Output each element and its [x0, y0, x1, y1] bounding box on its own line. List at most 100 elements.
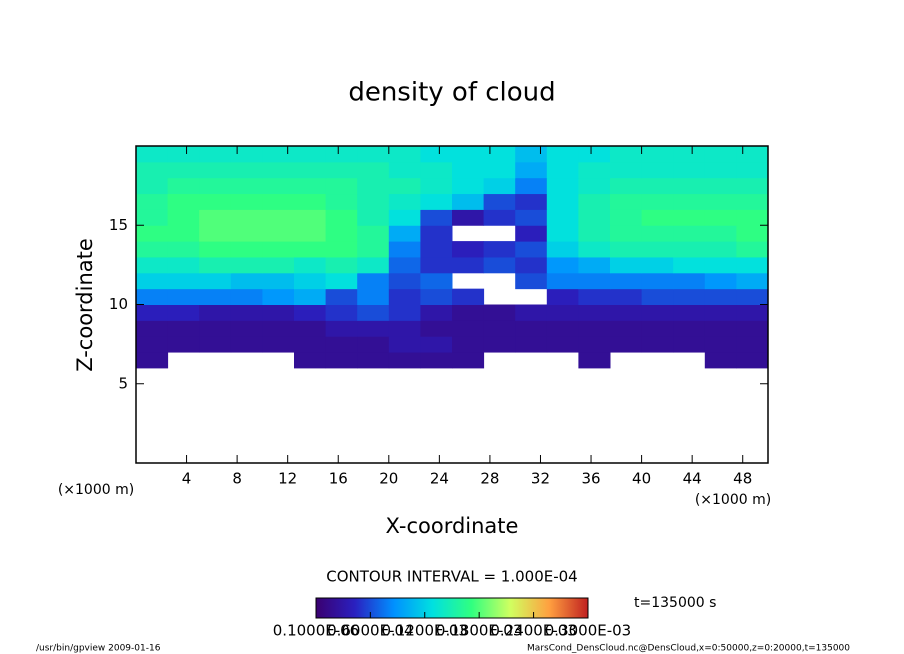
- heatmap-cell: [673, 320, 706, 337]
- heatmap-cell: [483, 304, 516, 321]
- heatmap-cell: [230, 241, 263, 258]
- heatmap-cell: [610, 320, 643, 337]
- heatmap-cell: [452, 209, 485, 226]
- heatmap-cell: [673, 193, 706, 210]
- heatmap-cell: [673, 256, 706, 274]
- heatmap-cell: [230, 177, 263, 195]
- heatmap-cell: [262, 241, 295, 258]
- heatmap-cell: [262, 304, 295, 321]
- heatmap-cell: [483, 161, 516, 179]
- heatmap-cell: [167, 336, 200, 353]
- heatmap-cell: [167, 288, 200, 305]
- heatmap-cell: [325, 288, 358, 305]
- heatmap-cell: [262, 225, 295, 242]
- time-label: t=135000 s: [634, 595, 716, 611]
- colorbar: [315, 597, 589, 619]
- heatmap-cell: [294, 304, 327, 321]
- heatmap-cell: [294, 146, 327, 163]
- heatmap-cell: [515, 256, 548, 274]
- heatmap-cell: [262, 272, 295, 290]
- heatmap-cell: [515, 225, 548, 242]
- x-tick-label: 20: [379, 470, 398, 488]
- heatmap-cell: [420, 272, 453, 290]
- heatmap-cell: [610, 146, 643, 163]
- heatmap-cell: [136, 193, 169, 210]
- heatmap-cell: [294, 161, 327, 179]
- heatmap-cell: [452, 320, 485, 337]
- heatmap-cell: [357, 336, 390, 353]
- heatmap-cell: [610, 225, 643, 242]
- heatmap-cell: [546, 336, 579, 353]
- heatmap-cell: [578, 352, 611, 369]
- heatmap-cell: [515, 272, 548, 290]
- heatmap-cell: [546, 209, 579, 226]
- heatmap-cell: [167, 209, 200, 226]
- x-tick-label: 40: [632, 470, 651, 488]
- heatmap-cell: [736, 256, 769, 274]
- heatmap-cell: [704, 146, 737, 163]
- heatmap-cell: [325, 225, 358, 242]
- heatmap-cell: [673, 336, 706, 353]
- heatmap-cell: [262, 146, 295, 163]
- heatmap-cell: [641, 336, 674, 353]
- x-axis-label: X-coordinate: [386, 514, 519, 538]
- heatmap-cell: [294, 288, 327, 305]
- heatmap-cell: [641, 288, 674, 305]
- heatmap-cell: [610, 288, 643, 305]
- heatmap-cell: [388, 209, 421, 226]
- heatmap-cell: [673, 225, 706, 242]
- heatmap-cell: [136, 241, 169, 258]
- heatmap-cell: [294, 256, 327, 274]
- heatmap-cell: [578, 304, 611, 321]
- heatmap-cell: [420, 209, 453, 226]
- heatmap-cell: [452, 304, 485, 321]
- heatmap-cell: [704, 288, 737, 305]
- heatmap-cell: [262, 177, 295, 195]
- x-tick-label: 28: [480, 470, 499, 488]
- heatmap-cell: [136, 304, 169, 321]
- x-tick-label: 16: [329, 470, 348, 488]
- y-tick-label: 5: [118, 374, 128, 392]
- heatmap-cell: [641, 225, 674, 242]
- heatmap-cell: [641, 272, 674, 290]
- heatmap-cell: [199, 336, 232, 353]
- heatmap-cell: [736, 336, 769, 353]
- heatmap-cell: [546, 146, 579, 163]
- colorbar-tick-label: 0.3000E-03: [545, 622, 631, 640]
- heatmap-cell: [325, 193, 358, 210]
- heatmap-cell: [388, 161, 421, 179]
- heatmap-cell: [167, 225, 200, 242]
- heatmap-cell: [736, 161, 769, 179]
- heatmap-cell: [388, 320, 421, 337]
- heatmap-cell: [262, 336, 295, 353]
- heatmap-cell: [452, 241, 485, 258]
- heatmap-cell: [420, 161, 453, 179]
- heatmap-cell: [704, 320, 737, 337]
- heatmap-cell: [610, 193, 643, 210]
- heatmap-cell: [483, 336, 516, 353]
- heatmap-cell: [167, 304, 200, 321]
- heatmap-cell: [199, 146, 232, 163]
- heatmap-cell: [199, 193, 232, 210]
- heatmap-cell: [641, 320, 674, 337]
- colorbar-tick-label: 0.2400E-03: [490, 622, 576, 640]
- heatmap-cell: [673, 304, 706, 321]
- heatmap-cell: [546, 288, 579, 305]
- heatmap-cell: [736, 209, 769, 226]
- heatmap-cell: [136, 272, 169, 290]
- heatmap-cell: [546, 193, 579, 210]
- heatmap-cell: [578, 336, 611, 353]
- heatmap-cell: [578, 225, 611, 242]
- heatmap-cell: [641, 256, 674, 274]
- heatmap-cell: [546, 256, 579, 274]
- heatmap-cell: [452, 288, 485, 305]
- heatmap-cell: [483, 146, 516, 163]
- heatmap-cell: [515, 320, 548, 337]
- heatmap-cell: [357, 241, 390, 258]
- x-unit-left: (×1000 m): [58, 482, 134, 498]
- heatmap-cell: [420, 193, 453, 210]
- heatmap-cell: [199, 161, 232, 179]
- heatmap-cell: [452, 193, 485, 210]
- heatmap-cell: [136, 225, 169, 242]
